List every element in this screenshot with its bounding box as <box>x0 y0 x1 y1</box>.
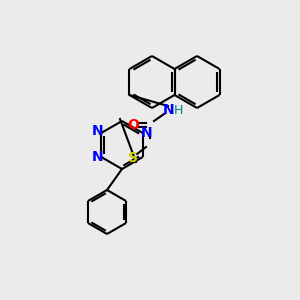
Text: N: N <box>163 103 175 117</box>
Text: H: H <box>173 103 183 116</box>
Text: N: N <box>92 150 103 164</box>
Text: S: S <box>128 151 138 165</box>
Text: N: N <box>92 124 103 138</box>
Text: O: O <box>127 118 139 132</box>
Text: N: N <box>141 126 153 140</box>
